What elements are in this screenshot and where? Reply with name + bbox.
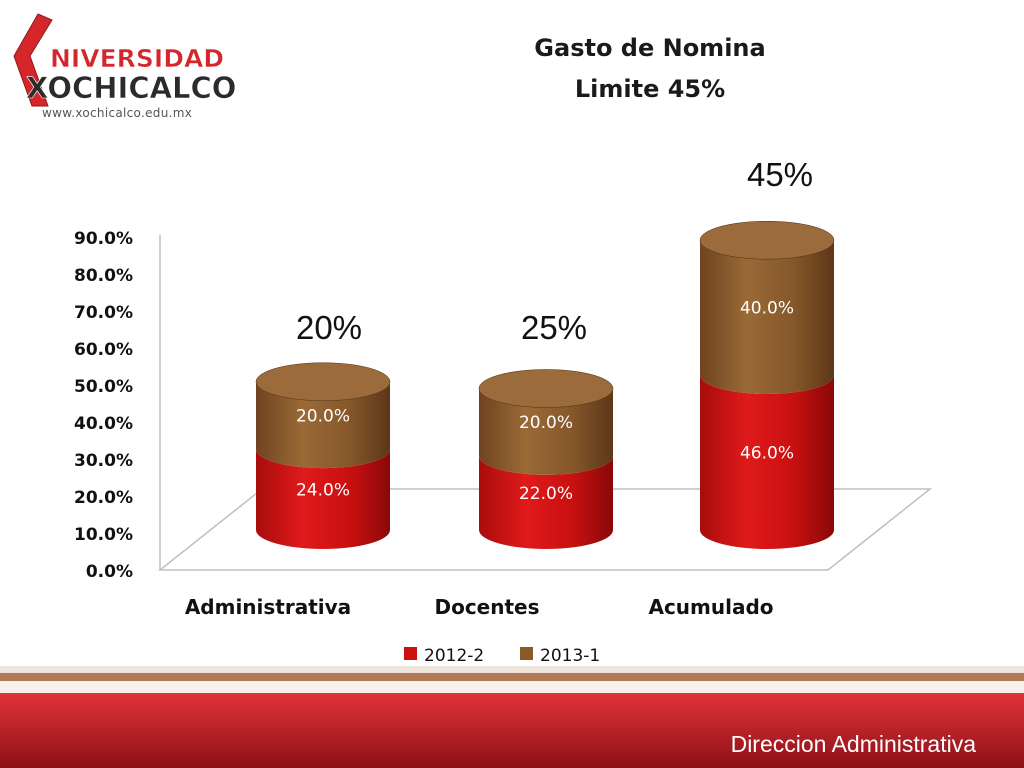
bar-segment-2013-1 bbox=[700, 240, 834, 394]
legend-swatch bbox=[404, 647, 417, 660]
bar-top-cap bbox=[255, 362, 391, 401]
legend-label: 2012-2 bbox=[424, 646, 484, 666]
data-label: 22.0% bbox=[519, 484, 573, 504]
logo-url: www.xochicalco.edu.mx bbox=[42, 106, 193, 120]
y-tick-label: 50.0% bbox=[74, 377, 133, 397]
bar-top-cap bbox=[699, 220, 835, 260]
bar-stack-docentes: 22.0% 20.0% bbox=[478, 369, 614, 549]
footer-text: Direccion Administrativa bbox=[730, 731, 976, 757]
stacked-bar-chart: 0.0% 10.0% 20.0% 30.0% 40.0% 50.0% 60.0% 70.0% 8… bbox=[74, 156, 933, 666]
annotation-administrativa: 20% bbox=[296, 309, 362, 346]
y-tick-label: 0.0% bbox=[86, 562, 133, 582]
bar-segment-2013-1 bbox=[256, 381, 390, 469]
bar-segment-2012-2 bbox=[256, 449, 390, 549]
legend-label: 2013-1 bbox=[540, 646, 600, 666]
y-tick-label: 40.0% bbox=[74, 414, 133, 434]
data-label: 20.0% bbox=[296, 406, 350, 426]
chart-title-line-1: Gasto de Nomina bbox=[534, 34, 766, 62]
y-tick-label: 80.0% bbox=[74, 266, 133, 286]
y-tick-label: 70.0% bbox=[74, 303, 133, 323]
y-tick-label: 60.0% bbox=[74, 340, 133, 360]
data-label: 24.0% bbox=[296, 481, 350, 501]
bar-segment-2012-2 bbox=[700, 375, 834, 549]
bar-stack-administrativa: 24.0% 20.0% bbox=[255, 362, 391, 549]
legend-swatch bbox=[520, 647, 533, 660]
x-tick-label: Administrativa bbox=[185, 595, 351, 619]
bar-segment-2013-1 bbox=[479, 388, 613, 475]
data-label: 40.0% bbox=[740, 299, 794, 319]
data-label: 46.0% bbox=[740, 444, 794, 464]
y-tick-label: 20.0% bbox=[74, 488, 133, 508]
footer-band bbox=[0, 666, 1024, 768]
logo-wordmark-bottom: XOCHICALCO bbox=[26, 71, 236, 105]
footer-stripe bbox=[0, 673, 1024, 681]
chart-title-line-2: Limite 45% bbox=[574, 75, 726, 103]
logo-wordmark-top: NIVERSIDAD bbox=[50, 44, 224, 73]
annotation-docentes: 25% bbox=[521, 309, 587, 346]
y-tick-label: 30.0% bbox=[74, 451, 133, 471]
y-tick-label: 90.0% bbox=[74, 229, 133, 249]
university-logo: NIVERSIDAD XOCHICALCO bbox=[13, 13, 237, 107]
x-tick-label: Docentes bbox=[434, 595, 539, 619]
y-tick-label: 10.0% bbox=[74, 525, 133, 545]
bar-top-cap bbox=[478, 369, 614, 408]
bar-segment-2012-2 bbox=[479, 455, 613, 549]
data-label: 20.0% bbox=[519, 413, 573, 433]
annotation-acumulado: 45% bbox=[747, 156, 813, 193]
logo-arrow-icon bbox=[13, 13, 53, 107]
bar-stack-acumulado: 46.0% 40.0% bbox=[699, 220, 835, 549]
x-tick-label: Acumulado bbox=[648, 595, 773, 619]
footer-red-band bbox=[0, 693, 1024, 768]
